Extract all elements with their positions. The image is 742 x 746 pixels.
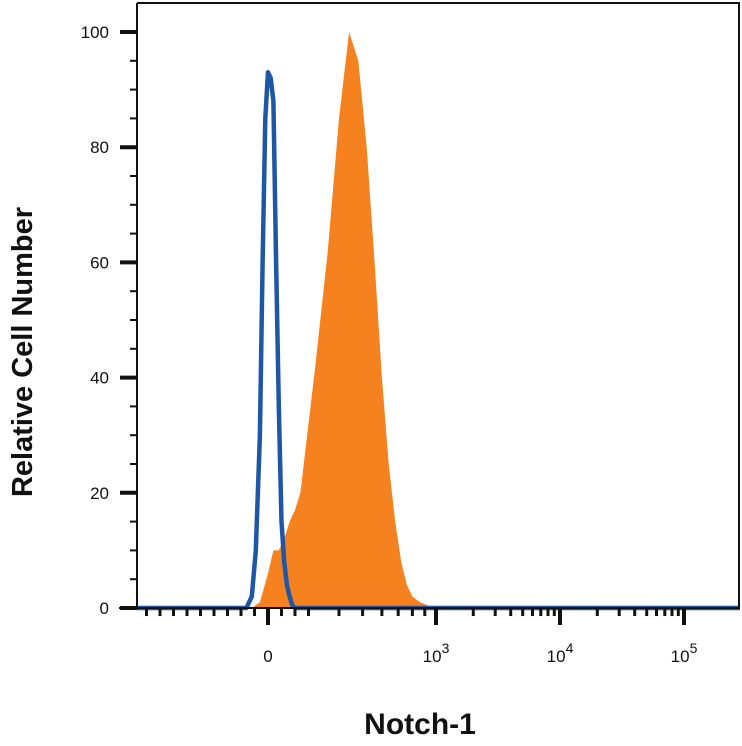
plot-frame-top [137,2,740,4]
axes [119,2,740,609]
plot-area [137,32,740,611]
series-outline-histogram [137,70,740,611]
y-tick-label: 0 [100,599,109,618]
x-tick-label: 104 [547,640,574,666]
plot-frame-right [738,2,740,608]
x-tick-label: 105 [671,640,698,666]
series-filled-histogram [251,32,436,608]
x-axis-title: Notch-1 [364,708,476,741]
y-axis-title: Relative Cell Number [7,207,39,497]
y-tick-label: 60 [90,253,109,272]
y-tick-label: 100 [81,23,109,42]
y-tick-label: 80 [90,138,109,157]
y-tick-label: 40 [90,369,109,388]
y-ticks: 0 20 40 60 80 100 [81,23,137,618]
x-tick-label: 0 [263,647,272,666]
x-tick-label: 103 [423,640,450,666]
x-ticks: 0 103 104 105 [145,608,698,666]
y-tick-label: 20 [90,484,109,503]
